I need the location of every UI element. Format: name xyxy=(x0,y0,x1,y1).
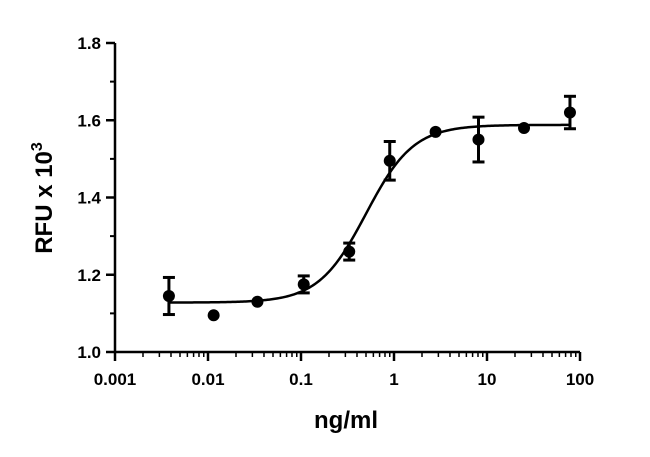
y-axis-ticks: 1.0 1.2 1.4 1.6 1.8 xyxy=(77,34,115,362)
data-point xyxy=(343,245,356,258)
data-point xyxy=(383,154,396,167)
series-group xyxy=(162,94,576,322)
x-tick-label: 10 xyxy=(478,370,497,389)
data-point xyxy=(297,278,310,291)
data-point xyxy=(472,133,485,146)
data-point xyxy=(162,289,175,302)
y-tick-label: 1.2 xyxy=(77,266,101,285)
y-tick-label: 1.6 xyxy=(77,111,101,130)
y-axis-title-exponent: 3 xyxy=(29,142,46,151)
x-axis-ticks: 0.001 0.01 0.1 1 10 100 xyxy=(94,352,594,389)
x-tick-label: 0.001 xyxy=(94,370,137,389)
y-axis-title-base: RFU x 10 xyxy=(31,151,58,254)
fit-curve xyxy=(168,123,570,304)
x-tick-label: 1 xyxy=(389,370,398,389)
data-point xyxy=(518,121,531,134)
y-axis-title: RFU x 103 xyxy=(29,142,58,254)
x-tick-label: 0.1 xyxy=(289,370,313,389)
data-point xyxy=(563,106,576,119)
x-tick-label: 0.01 xyxy=(191,370,224,389)
y-tick-label: 1.4 xyxy=(77,189,101,208)
x-tick-label: 100 xyxy=(566,370,594,389)
data-point xyxy=(429,125,442,138)
data-point xyxy=(207,309,220,322)
x-axis-title: ng/ml xyxy=(314,407,378,434)
axes xyxy=(113,43,580,354)
data-point xyxy=(251,295,264,308)
y-tick-label: 1.0 xyxy=(77,343,101,362)
y-tick-label: 1.8 xyxy=(77,34,101,53)
